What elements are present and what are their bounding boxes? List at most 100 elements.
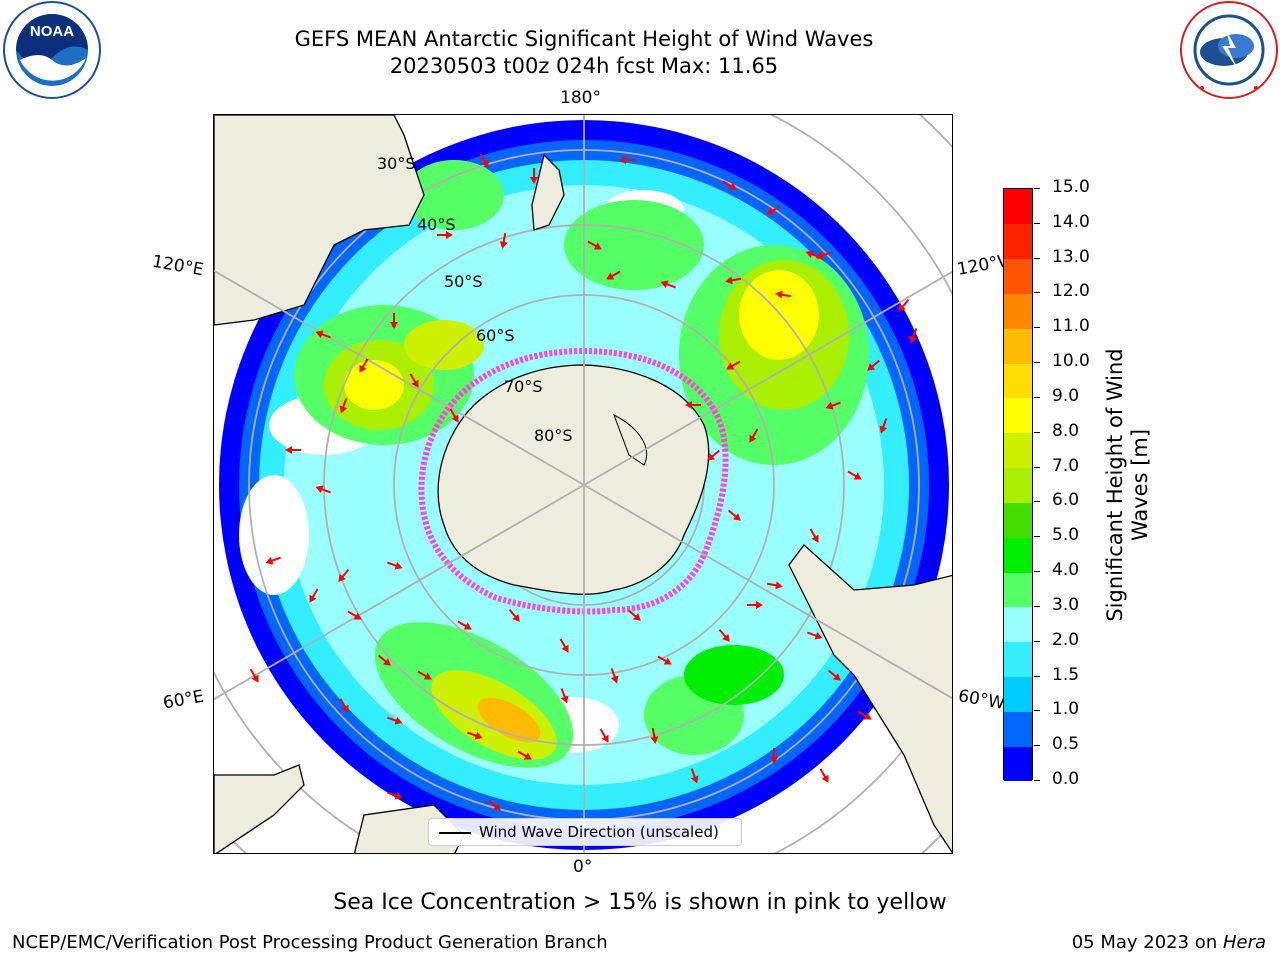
colorbar-tick-label: 14.0 [1052,211,1090,232]
colorbar-tick-label: 3.0 [1052,594,1080,615]
wave-direction-arrow [726,360,741,370]
colorbar-tick-mark [1034,292,1040,294]
sea-ice-note: Sea Ice Concentration > 15% is shown in … [333,890,947,915]
colorbar-tick-mark [1034,605,1040,607]
wave-direction-arrow [690,768,699,784]
colorbar-tick-mark [1034,745,1040,747]
wave-direction-arrow [747,601,763,609]
colorbar-segment [1004,293,1032,329]
wave-direction-arrow [657,655,672,665]
wave-direction-arrow [338,568,350,582]
wave-direction-arrow [857,710,872,720]
colorbar-tick-label: 1.0 [1052,699,1080,720]
chart-title: GEFS MEAN Antarctic Significant Height o… [184,26,984,80]
meridian-lines [214,115,952,853]
legend-line-sample [439,832,471,834]
colorbar-segment [1004,432,1032,469]
wave-direction-arrow [467,731,483,740]
wave-direction-arrow [508,608,520,622]
colorbar-tick-mark [1034,640,1040,642]
wave-direction-arrow [879,418,888,434]
lat-label-30s: 30°S [377,154,416,173]
colorbar-tick-mark [1034,780,1040,781]
colorbar-tick-mark [1034,466,1040,468]
colorbar-tick-mark [1034,710,1040,712]
colorbar-tick-mark [1034,675,1040,677]
wave-direction-arrow [725,276,742,285]
wave-direction-arrow [449,408,459,423]
wave-direction-arrow [718,628,730,642]
wave-direction-arrow [707,449,721,461]
wave-direction-arrow [587,240,602,250]
footer-date-text: 05 May 2023 on [1071,932,1223,953]
colorbar-tick-label: 2.0 [1052,629,1080,650]
wave-direction-arrow [867,359,881,371]
colorbar-tick-label: 9.0 [1052,385,1080,406]
colorbar-segment [1004,328,1032,364]
colorbar-title-line-1: Significant Height of Wind [1103,348,1127,622]
colorbar-tick-label: 13.0 [1052,246,1090,267]
map-canvas: 30°S 40°S 50°S 60°S 70°S 80°S [214,115,952,853]
colorbar-tick-label: 15.0 [1052,177,1090,197]
wave-direction-arrow [685,401,701,409]
lat-label-80s: 80°S [534,426,573,445]
wave-direction-arrow [437,231,453,239]
lon-label-bottom: 0° [573,857,593,877]
wave-direction-arrow [359,358,369,373]
footer-host: Hera [1222,932,1266,953]
lat-label-70s: 70°S [504,377,543,396]
wave-direction-arrow [775,290,792,299]
colorbar-tick-label: 7.0 [1052,455,1080,476]
colorbar-segment [1004,676,1032,712]
colorbar-tick-label: 11.0 [1052,316,1090,337]
lon-label-upper-right: 120°W [955,252,1005,280]
wave-direction-arrow [265,556,281,565]
wave-direction-arrow [660,280,676,289]
sea-ice-edge [418,347,729,615]
colorbar-tick-label: 1.5 [1052,664,1080,685]
wave-direction-arrow [309,588,319,603]
wave-direction-arrow [825,401,841,410]
colorbar-segment [1004,363,1032,399]
wave-direction-arrow [347,610,362,620]
nws-logo [1180,1,1278,99]
lon-label-top: 180° [560,88,601,108]
colorbar-tick-mark [1034,396,1040,398]
noaa-logo-text: NOAA [30,23,74,40]
footer-credit: NCEP/EMC/Verification Post Processing Pr… [12,932,608,953]
wave-direction-arrow [409,373,419,388]
title-line-2: 20230503 t00z 024h fcst Max: 11.65 [389,54,779,78]
colorbar-segment [1004,641,1032,678]
colorbar-segment [1004,711,1032,747]
footer-date: 05 May 2023 on Hera [1072,932,1266,953]
polar-map: 30°S 40°S 50°S 60°S 70°S 80°S Wind Wave … [213,114,953,854]
wave-direction-arrow [479,153,489,168]
legend-label: Wind Wave Direction (unscaled) [479,823,719,841]
colorbar-tick-label: 10.0 [1052,351,1090,372]
continents [214,115,952,853]
noaa-logo: NOAA [3,1,101,99]
colorbar-tick-label: 12.0 [1052,281,1090,302]
wave-direction-arrow [417,670,432,680]
wave-direction-arrow [339,398,348,414]
colorbar-tick-label: 5.0 [1052,525,1080,546]
lon-label-lower-right: 60°W [956,686,1006,714]
lon-label-lower-left: 60°E [161,686,206,714]
lon-label-upper-left: 120°E [150,251,206,281]
wave-direction-arrow [517,750,532,760]
wave-direction-arrow [898,298,910,312]
wave-direction-arrow [315,485,331,494]
wave-direction-arrow [560,688,569,704]
wave-direction-arrow [285,446,301,454]
wave-direction-arrow [749,428,759,443]
map-legend: Wind Wave Direction (unscaled) [428,818,742,846]
lat-label-60s: 60°S [476,326,515,345]
wave-direction-arrow [727,509,741,521]
colorbar-tick-label: 6.0 [1052,490,1080,511]
colorbar-tick-mark [1034,536,1040,538]
wave-direction-arrow [339,698,349,713]
wind-wave-arrows [249,153,918,811]
colorbar-tick-mark [1034,501,1040,503]
latitude-label-group: 30°S 40°S 50°S 60°S 70°S 80°S [377,154,573,445]
wave-direction-arrow [627,609,641,621]
